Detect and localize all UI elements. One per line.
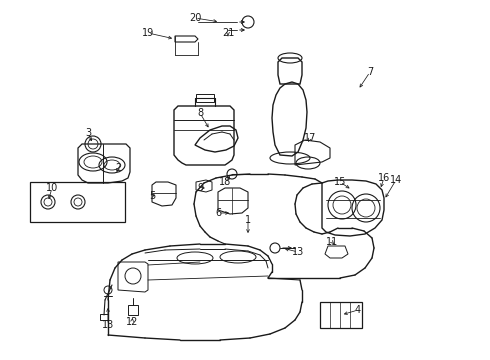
Text: 8: 8 (197, 108, 203, 118)
Text: 1: 1 (245, 215, 251, 225)
Text: 6: 6 (215, 208, 221, 218)
Text: 2: 2 (115, 163, 121, 173)
Text: 13: 13 (292, 247, 304, 257)
Text: 10: 10 (46, 183, 58, 193)
Text: 9: 9 (197, 183, 203, 193)
Text: 3: 3 (85, 128, 91, 138)
Bar (30, 182, 125, 222)
Text: 21: 21 (222, 28, 234, 38)
Bar (196, 94, 214, 102)
Bar (128, 305, 138, 315)
Text: 20: 20 (189, 13, 201, 23)
Text: 4: 4 (355, 305, 361, 315)
Text: 14: 14 (390, 175, 402, 185)
Text: 18: 18 (219, 177, 231, 187)
Text: 7: 7 (367, 67, 373, 77)
Text: 15: 15 (334, 177, 346, 187)
Text: 19: 19 (142, 28, 154, 38)
Text: 11: 11 (326, 237, 338, 247)
Bar (320, 302, 362, 328)
Text: 12: 12 (126, 317, 138, 327)
Text: 17: 17 (304, 133, 316, 143)
Text: 5: 5 (149, 191, 155, 201)
Text: 16: 16 (378, 173, 390, 183)
Text: 13: 13 (102, 320, 114, 330)
